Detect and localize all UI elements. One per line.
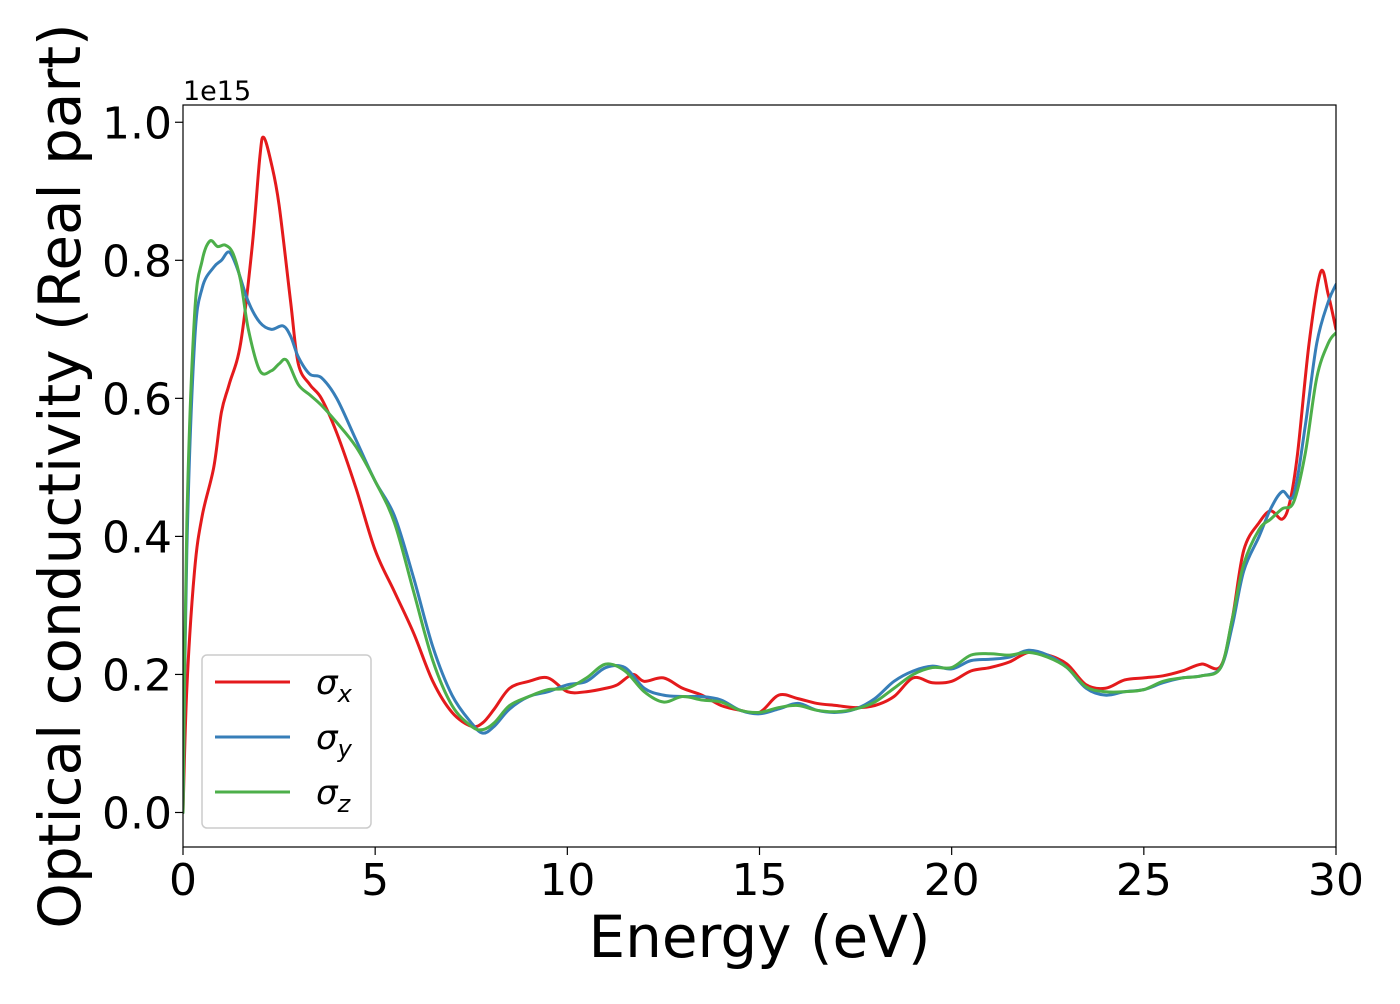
y-tick-label: 1.0 [102, 98, 172, 149]
x-tick-label: 5 [361, 855, 389, 906]
x-tick-label: 20 [924, 855, 980, 906]
legend-label-x: σx [316, 663, 353, 708]
y-tick-label: 0.6 [102, 374, 172, 425]
y-offset-text: 1e15 [183, 76, 251, 107]
x-tick-label: 15 [732, 855, 788, 906]
x-tick-label: 30 [1308, 855, 1364, 906]
ticks-layer: 0 5 10 15 20 25 30 0.0 0.2 0.4 0.6 0.8 1.0 [102, 98, 1364, 906]
x-tick-label: 10 [539, 855, 595, 906]
legend: σx σy σz [201, 654, 372, 829]
y-axis-label: Optical conductivity (Real part) [26, 23, 94, 928]
y-tick-label: 0.4 [102, 512, 172, 563]
x-tick-label: 25 [1116, 855, 1172, 906]
series-line-z [183, 239, 1336, 814]
plot-layer [183, 135, 1336, 814]
y-tick-label: 0.0 [102, 788, 172, 839]
series-line-x [183, 135, 1336, 814]
x-tick-label: 0 [169, 855, 197, 906]
legend-frame [201, 654, 372, 829]
y-tick-label: 0.8 [102, 236, 172, 287]
x-axis-label: Energy (eV) [588, 903, 930, 971]
legend-label-z: σz [316, 773, 352, 818]
y-tick-label: 0.2 [102, 650, 172, 701]
legend-label-y: σy [316, 718, 353, 763]
